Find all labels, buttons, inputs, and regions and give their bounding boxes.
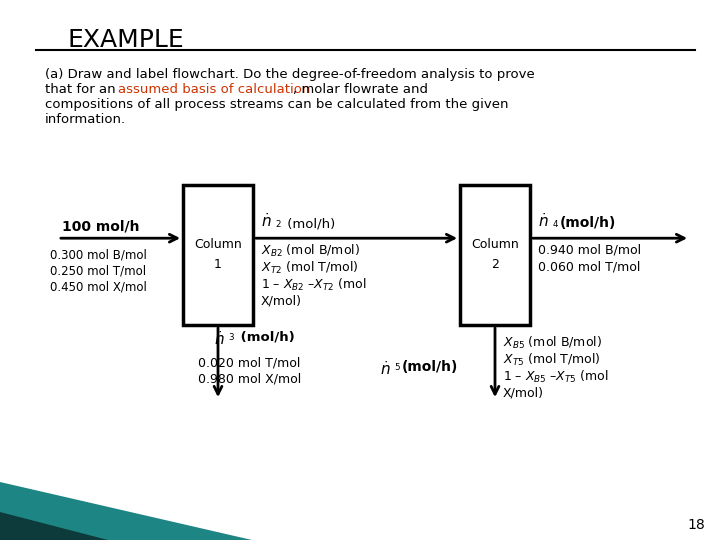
Text: 1: 1 bbox=[214, 259, 222, 272]
Text: assumed basis of calculation: assumed basis of calculation bbox=[118, 83, 310, 96]
Text: (mol/h): (mol/h) bbox=[283, 217, 336, 230]
Text: 2: 2 bbox=[491, 259, 499, 272]
Text: EXAMPLE: EXAMPLE bbox=[68, 28, 185, 52]
Text: X/mol): X/mol) bbox=[503, 386, 544, 399]
Text: 100 mol/h: 100 mol/h bbox=[62, 219, 140, 233]
Polygon shape bbox=[0, 482, 252, 540]
Text: that for an: that for an bbox=[45, 83, 120, 96]
Text: 0.980 mol X/mol: 0.980 mol X/mol bbox=[198, 373, 301, 386]
Bar bbox=[183, 185, 253, 325]
Text: $\it{\dot{n}}$: $\it{\dot{n}}$ bbox=[261, 212, 271, 230]
Text: Column: Column bbox=[471, 239, 519, 252]
Text: $_4$: $_4$ bbox=[552, 217, 559, 230]
Text: 0.020 mol T/mol: 0.020 mol T/mol bbox=[198, 357, 300, 370]
Text: 0.300 mol B/mol: 0.300 mol B/mol bbox=[50, 248, 147, 261]
Text: $_5$: $_5$ bbox=[394, 360, 401, 373]
Text: (a) Draw and label flowchart. Do the degree-of-freedom analysis to prove: (a) Draw and label flowchart. Do the deg… bbox=[45, 68, 535, 81]
Text: $\it{\dot{n}}$: $\it{\dot{n}}$ bbox=[214, 330, 225, 348]
Text: (mol/h): (mol/h) bbox=[236, 330, 294, 343]
Text: 18: 18 bbox=[688, 518, 705, 532]
Text: $X_{T5}$ (mol T/mol): $X_{T5}$ (mol T/mol) bbox=[503, 352, 600, 368]
Text: Column: Column bbox=[194, 239, 242, 252]
Text: $_2$: $_2$ bbox=[275, 217, 282, 230]
Text: (mol/h): (mol/h) bbox=[402, 360, 459, 374]
Text: 1 – $X_{B5}$ –$X_{T5}$ (mol: 1 – $X_{B5}$ –$X_{T5}$ (mol bbox=[503, 369, 608, 385]
Text: $X_{B5}$ (mol B/mol): $X_{B5}$ (mol B/mol) bbox=[503, 335, 602, 351]
Polygon shape bbox=[0, 512, 108, 540]
Text: information.: information. bbox=[45, 113, 126, 126]
Text: 0.250 mol T/mol: 0.250 mol T/mol bbox=[50, 264, 146, 277]
Text: , molar flowrate and: , molar flowrate and bbox=[293, 83, 428, 96]
Text: X/mol): X/mol) bbox=[261, 294, 302, 307]
Text: $X_{T2}$ (mol T/mol): $X_{T2}$ (mol T/mol) bbox=[261, 260, 359, 276]
Bar bbox=[460, 185, 530, 325]
Text: (mol/h): (mol/h) bbox=[560, 216, 616, 230]
Text: $X_{B2}$ (mol B/mol): $X_{B2}$ (mol B/mol) bbox=[261, 243, 360, 259]
Text: 1 – $X_{B2}$ –$X_{T2}$ (mol: 1 – $X_{B2}$ –$X_{T2}$ (mol bbox=[261, 277, 366, 293]
Text: 0.060 mol T/mol: 0.060 mol T/mol bbox=[538, 260, 640, 273]
Text: $_3$: $_3$ bbox=[228, 330, 235, 343]
Text: 0.940 mol B/mol: 0.940 mol B/mol bbox=[538, 243, 641, 256]
Text: compositions of all process streams can be calculated from the given: compositions of all process streams can … bbox=[45, 98, 508, 111]
Text: $\it{\dot{n}}$: $\it{\dot{n}}$ bbox=[538, 212, 549, 230]
Text: 0.450 mol X/mol: 0.450 mol X/mol bbox=[50, 280, 147, 293]
Text: $\it{\dot{n}}$: $\it{\dot{n}}$ bbox=[380, 360, 391, 378]
